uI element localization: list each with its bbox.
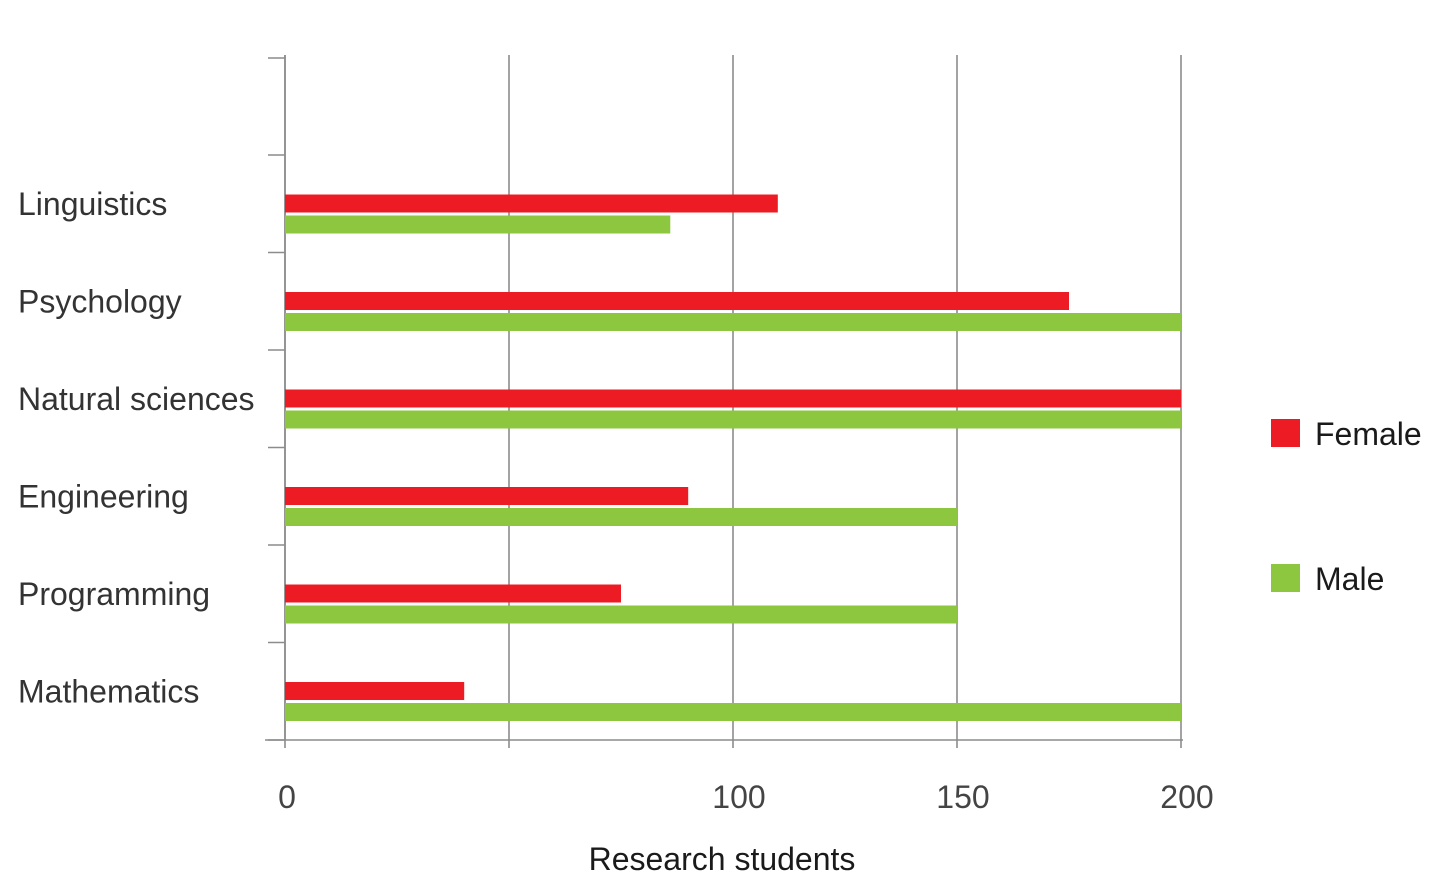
- bar-layer: [285, 194, 1181, 721]
- bar-male-engineering: [285, 508, 957, 526]
- category-label: Mathematics: [18, 674, 199, 710]
- bar-female-engineering: [285, 487, 689, 505]
- category-label: Linguistics: [18, 186, 167, 222]
- category-label: Engineering: [18, 479, 189, 515]
- category-label: Natural sciences: [18, 381, 255, 417]
- x-tick-label: 200: [1160, 779, 1213, 815]
- legend-swatch-female: [1271, 419, 1300, 447]
- x-tick-label: 0: [278, 779, 296, 815]
- bar-female-natural-sciences: [285, 389, 1181, 408]
- legend-label-male: Male: [1315, 561, 1384, 597]
- label-layer: Linguistics Psychology Natural sciences Eng…: [18, 186, 1214, 815]
- bar-female-linguistics: [285, 194, 778, 213]
- category-label: Programming: [18, 576, 210, 612]
- category-label: Psychology: [18, 284, 182, 320]
- bar-female-programming: [285, 584, 621, 603]
- bar-female-psychology: [285, 292, 1069, 310]
- legend-label-female: Female: [1315, 416, 1422, 452]
- bar-male-mathematics: [285, 703, 1181, 721]
- bar-male-natural-sciences: [285, 410, 1181, 429]
- bar-female-mathematics: [285, 682, 465, 700]
- bar-male-linguistics: [285, 215, 671, 234]
- bar-male-psychology: [285, 313, 1181, 331]
- x-tick-label: 150: [936, 779, 989, 815]
- x-axis-title: Research students: [589, 841, 856, 877]
- bar-male-programming: [285, 605, 957, 624]
- legend-swatch-male: [1271, 564, 1300, 592]
- legend: Female Male: [1271, 416, 1422, 597]
- x-tick-label: 100: [712, 779, 765, 815]
